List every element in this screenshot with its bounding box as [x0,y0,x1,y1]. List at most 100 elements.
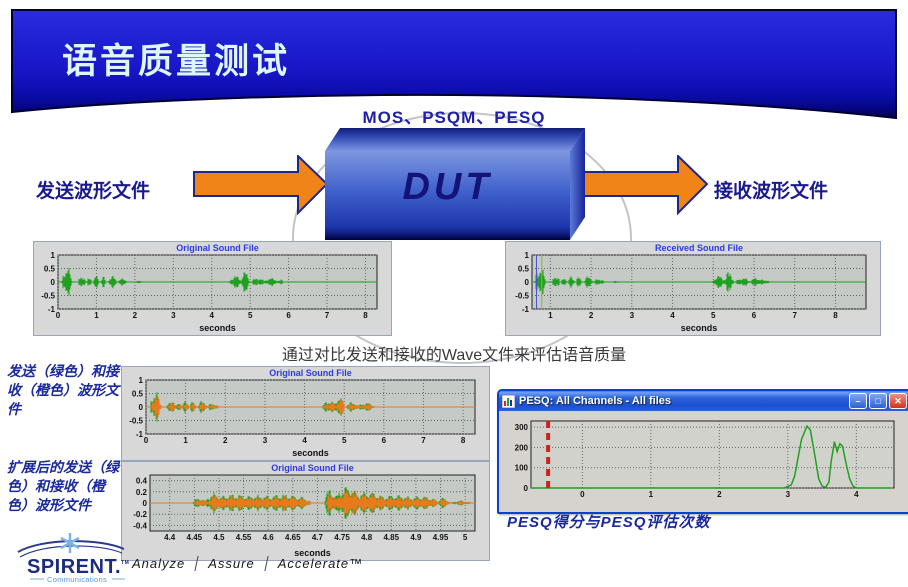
svg-text:300: 300 [515,423,529,432]
svg-text:7: 7 [421,436,426,445]
svg-text:4.65: 4.65 [285,533,301,542]
svg-text:Original Sound File: Original Sound File [176,243,259,253]
svg-text:0: 0 [139,403,144,412]
pesq-score-chart: 0 1 2 3 4 0 100 200 300 [515,420,895,499]
svg-text:2: 2 [133,311,138,320]
svg-text:seconds: seconds [199,323,236,333]
brand-name: SPIRENT.TM [27,556,129,578]
svg-text:Original Sound File: Original Sound File [271,463,354,473]
svg-text:1: 1 [139,376,144,385]
overlay-sound-figure: 0 1 2 3 4 5 6 7 8 1 0.5 0 -0.5 -1 Original Sound File s… [121,366,490,461]
svg-text:seconds: seconds [681,323,718,333]
background-ellipse [292,112,632,364]
zoomed-sound-chart: 4.4 4.45 4.5 4.55 4.6 4.65 4.7 4.75 4.8 4.85 4.9 4.… [133,463,476,558]
svg-text:7: 7 [325,311,330,320]
svg-text:8: 8 [461,436,466,445]
svg-text:6: 6 [286,311,291,320]
svg-text:4.5: 4.5 [213,533,225,542]
svg-text:5: 5 [711,311,716,320]
tagline-divider [264,556,269,571]
original-sound-chart: 0 1 2 3 4 5 6 7 8 1 0.5 0 -0.5 -1 Original Sound File s… [41,243,378,333]
pesq-window-body: 0 1 2 3 4 0 100 200 300 [499,411,908,512]
svg-text:1: 1 [525,251,530,260]
svg-text:-1: -1 [522,305,530,314]
svg-text:0: 0 [143,499,148,508]
svg-text:4.6: 4.6 [263,533,275,542]
svg-text:4: 4 [670,311,675,320]
dut-box [325,128,585,240]
svg-text:7: 7 [792,311,797,320]
svg-text:4.45: 4.45 [187,533,203,542]
svg-text:0: 0 [580,490,585,499]
svg-text:1: 1 [183,436,188,445]
send-arrow-icon [193,155,329,215]
svg-text:-0.5: -0.5 [129,417,143,426]
svg-text:8: 8 [363,311,368,320]
svg-text:-0.5: -0.5 [515,292,529,301]
svg-text:0: 0 [524,484,529,493]
pesq-window-title: PESQ: All Channels - All files [519,395,671,407]
page-title: 语音质量测试 [62,42,291,81]
overlay-caption: 发送（绿色）和接收（橙色）波形文件 [7,363,119,417]
send-file-label: 发送波形文件 [36,181,151,202]
svg-text:8: 8 [833,311,838,320]
tagline-analyze: Analyze [132,556,186,571]
maximize-button[interactable]: □ [869,393,887,409]
compare-description: 通过对比发送和接收的Wave文件来评估语音质量 [281,347,627,364]
svg-text:4: 4 [302,436,307,445]
dut-right-face [570,128,585,240]
svg-text:0: 0 [51,278,56,287]
svg-text:4.4: 4.4 [164,533,176,542]
brand-sub: Communications [47,575,107,584]
svg-text:4.8: 4.8 [361,533,373,542]
svg-text:0.5: 0.5 [44,265,56,274]
dut-front-face [325,151,570,240]
svg-text:0.2: 0.2 [136,488,148,497]
svg-text:3: 3 [786,490,791,499]
svg-text:1: 1 [649,490,654,499]
svg-text:0.4: 0.4 [136,477,148,486]
received-sound-chart: 1 2 3 4 5 6 7 8 1 0.5 0 -0.5 -1 Received Sound File se… [515,243,867,333]
spirent-logo: SPIRENT.TM Communications [17,533,129,584]
received-sound-figure: 1 2 3 4 5 6 7 8 1 0.5 0 -0.5 -1 Received Sound File se… [505,241,881,336]
svg-text:seconds: seconds [294,548,331,558]
pesq-window-titlebar[interactable]: PESQ: All Channels - All files – □ ✕ [499,391,908,411]
svg-text:4.9: 4.9 [410,533,422,542]
svg-text:-0.2: -0.2 [133,510,147,519]
close-button[interactable]: ✕ [889,393,907,409]
svg-text:5: 5 [342,436,347,445]
svg-text:0: 0 [144,436,149,445]
svg-text:-0.5: -0.5 [41,292,55,301]
tagline-assure: Assure [208,556,255,571]
svg-text:1: 1 [94,311,99,320]
svg-text:3: 3 [171,311,176,320]
zoomed-caption: 扩展后的发送（绿色）和接收（橙色）波形文件 [7,459,119,513]
svg-text:6: 6 [752,311,757,320]
tagline-divider [194,556,199,571]
svg-text:3: 3 [263,436,268,445]
tagline-accelerate: Accelerate™ [277,556,364,571]
svg-text:4.7: 4.7 [312,533,324,542]
svg-text:1: 1 [51,251,56,260]
svg-text:0: 0 [56,311,61,320]
header-banner [11,9,897,120]
svg-text:seconds: seconds [292,448,329,458]
snowflake-icon [60,533,80,553]
svg-text:4: 4 [854,490,859,499]
minimize-button[interactable]: – [849,393,867,409]
svg-text:1: 1 [548,311,553,320]
svg-text:Original Sound File: Original Sound File [269,368,352,378]
pesq-caption: PESQ得分与PESQ评估次数 [507,514,711,531]
svg-text:4.85: 4.85 [383,533,399,542]
svg-text:Received Sound File: Received Sound File [655,243,743,253]
dut-top-face [325,128,585,151]
svg-text:2: 2 [223,436,228,445]
mos-psqm-pesq-label: MOS、PSQM、PESQ [362,108,546,127]
svg-text:-0.4: -0.4 [133,521,147,530]
svg-text:100: 100 [515,464,529,473]
dut-label: DUT [402,166,493,208]
chart-icon [502,394,515,408]
svg-text:0.5: 0.5 [132,390,144,399]
brand-tagline: Analyze Assure Accelerate™ [132,556,363,571]
